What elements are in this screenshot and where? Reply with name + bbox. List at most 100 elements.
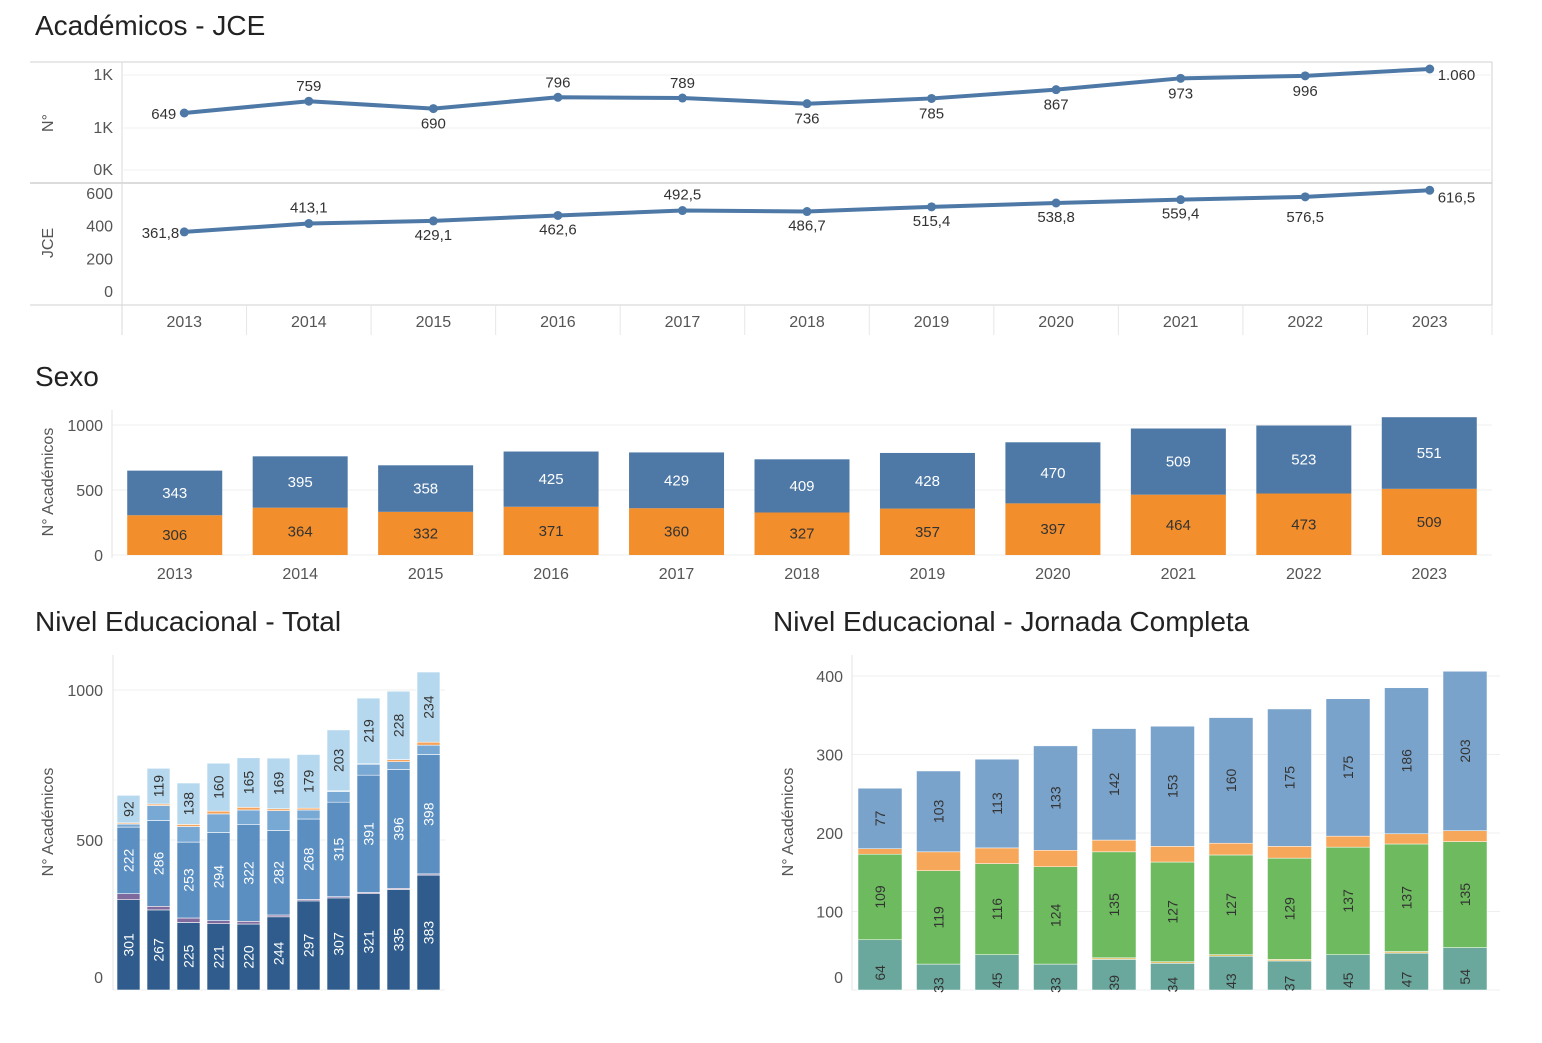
bar-value-label: 429 [664, 472, 689, 489]
x-tick-label: 2016 [533, 566, 569, 583]
bar-segment [1033, 850, 1078, 868]
bar-segment [386, 761, 411, 770]
y-tick-label: 400 [816, 669, 843, 686]
bar-value-label: 160 [211, 775, 227, 799]
bar-segment [916, 770, 961, 853]
y-tick-label: 500 [76, 833, 103, 850]
bar-value-label: 523 [1291, 452, 1316, 469]
bar-segment [416, 671, 441, 743]
bar-segment [1150, 861, 1195, 962]
bar-segment [1208, 842, 1254, 856]
data-point [428, 216, 438, 226]
data-label: 413,1 [290, 200, 328, 217]
bar-segment [1381, 417, 1477, 489]
bar-segment [1150, 963, 1195, 991]
bar-segment [116, 795, 141, 824]
bar-value-label: 119 [151, 775, 167, 798]
bar-segment [1325, 835, 1371, 848]
bar-value-label: 153 [1165, 774, 1181, 798]
bar-segment [503, 451, 599, 507]
data-label: 538,8 [1037, 209, 1075, 226]
data-point [304, 96, 314, 106]
x-tick-label: 2017 [665, 314, 701, 331]
bar-value-label: 37 [1282, 975, 1298, 991]
bar-segment [356, 763, 381, 776]
bar-segment [1033, 963, 1078, 991]
x-tick-label: 2023 [1412, 314, 1448, 331]
bar-segment [1384, 843, 1429, 952]
data-point [553, 92, 563, 102]
bar-segment [1130, 494, 1226, 555]
y-tick-label: 500 [76, 483, 103, 500]
data-label: 996 [1293, 83, 1318, 100]
sexo-bar-chart: N° Académicos 1000 500 0 306 343 2013 364 395 201… [40, 410, 1492, 583]
y-axis-label: N° Académicos [780, 768, 797, 877]
x-tick-label: 2015 [408, 566, 444, 583]
bar-segment [176, 824, 201, 827]
bar-value-label: 509 [1166, 454, 1191, 471]
bar-segment [146, 768, 171, 805]
bar-segment [1267, 857, 1312, 960]
bar-value-label: 34 [1165, 977, 1181, 993]
data-label: 559,4 [1162, 206, 1200, 223]
bar-value-label: 221 [211, 945, 227, 969]
data-point [179, 108, 189, 118]
data-point [1300, 192, 1310, 202]
bar-value-label: 186 [1399, 749, 1415, 773]
y-tick-label: 1K [93, 67, 113, 84]
bar-value-label: 253 [181, 868, 197, 892]
bar-segment [296, 754, 321, 809]
bar-segment [146, 805, 171, 821]
bar-value-label: 322 [241, 861, 257, 885]
bar-value-label: 33 [1048, 977, 1064, 993]
bar-value-label: 395 [288, 474, 313, 491]
bar-value-label: 428 [915, 473, 940, 490]
x-tick-label: 2017 [659, 566, 695, 583]
bar-segment [378, 511, 474, 555]
title-nivel-jornada: Nivel Educacional - Jornada Completa [773, 606, 1250, 637]
bar-value-label: 225 [181, 944, 197, 968]
x-tick-label: 2018 [789, 314, 825, 331]
data-point [927, 202, 937, 212]
y-axis-label: N° [40, 114, 57, 132]
bar-segment [236, 809, 261, 825]
data-point [179, 227, 189, 237]
bar-value-label: 165 [241, 771, 257, 795]
bar-segment [296, 809, 321, 820]
x-tick-label: 2019 [914, 314, 950, 331]
bar-value-label: 307 [331, 932, 347, 956]
bar-segment [386, 759, 411, 762]
y-tick-label: 1K [93, 120, 113, 137]
title-nivel-total: Nivel Educacional - Total [35, 606, 342, 637]
y-tick-label: 200 [86, 251, 113, 268]
bar-segment [1384, 687, 1429, 835]
bar-value-label: 137 [1399, 886, 1415, 910]
x-tick-label: 2016 [540, 314, 576, 331]
bar-segment [754, 512, 850, 555]
data-label: 492,5 [664, 187, 702, 204]
bar-segment [116, 893, 141, 900]
bar-segment [236, 920, 261, 925]
y-tick-label: 600 [86, 186, 113, 203]
data-point [802, 207, 812, 217]
bar-segment [1091, 839, 1137, 853]
bar-segment [252, 507, 348, 555]
y-tick-label: 0 [94, 548, 103, 565]
bar-value-label: 129 [1282, 897, 1298, 921]
bar-value-label: 396 [391, 817, 407, 841]
bar-value-label: 315 [331, 838, 347, 862]
bar-segment [386, 690, 411, 760]
bar-segment [1208, 854, 1254, 955]
data-label: 361,8 [142, 225, 180, 242]
bar-segment [116, 823, 141, 828]
data-label: 789 [670, 75, 695, 92]
bar-value-label: 425 [539, 471, 564, 488]
data-point [802, 99, 812, 109]
data-label: 867 [1044, 97, 1069, 114]
bar-segment [754, 459, 850, 513]
y-tick-label: 0K [93, 162, 113, 179]
x-tick-label: 2019 [910, 566, 946, 583]
bar-segment [1005, 442, 1101, 504]
bar-value-label: 327 [789, 526, 814, 543]
y-tick-label: 1000 [67, 683, 103, 700]
